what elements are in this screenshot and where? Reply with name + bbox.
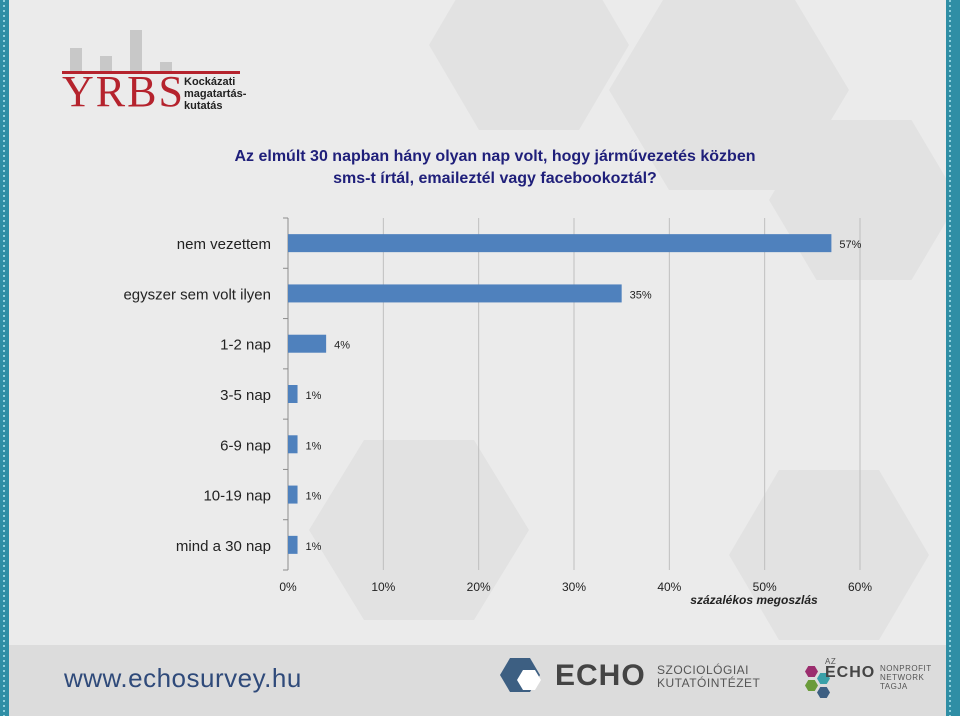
x-tick-label: 30% (562, 580, 586, 594)
network-subtitle-line: TAGJA (880, 682, 908, 691)
data-label: 4% (334, 340, 350, 352)
category-label: 3-5 nap (220, 387, 271, 404)
footer-band (9, 645, 946, 716)
echo-hexagon-inner-icon (517, 670, 541, 690)
data-label: 1% (306, 440, 322, 452)
logo-underline (62, 71, 240, 74)
network-hexagon-icon (817, 687, 830, 698)
data-label: 1% (306, 390, 322, 402)
logo-bar (130, 30, 142, 74)
right-frame-stripe (946, 0, 960, 716)
echo-subtitle-line: SZOCIOLÓGIAI (657, 663, 750, 677)
category-label: mind a 30 nap (176, 538, 271, 555)
data-label: 57% (839, 239, 861, 251)
chart-title-line: Az elmúlt 30 napban hány olyan nap volt,… (234, 148, 756, 165)
bar (288, 334, 327, 353)
logo-subtitle: Kockázati magatartás- kutatás (184, 76, 246, 112)
bar (288, 284, 622, 303)
network-subtitle-line: NETWORK (880, 673, 925, 682)
category-label: nem vezettem (177, 236, 271, 253)
x-tick-label: 60% (848, 580, 872, 594)
echo-wordmark: ECHO (555, 659, 646, 692)
x-tick-label: 0% (279, 580, 297, 594)
data-label: 1% (306, 541, 322, 553)
chart-title: Az elmúlt 30 napban hány olyan nap volt,… (170, 146, 820, 190)
network-hexagon-icon (805, 666, 818, 677)
logo-subtitle-line: Kockázati (184, 76, 236, 88)
bar (288, 535, 298, 554)
website-link[interactable]: www.echosurvey.hu (64, 663, 302, 693)
network-echo-wordmark: ECHO (825, 664, 876, 681)
x-tick-label: 20% (467, 580, 491, 594)
left-frame-stripe (0, 0, 9, 716)
logo-subtitle-line: magatartás- (184, 88, 247, 100)
logo-subtitle-line: kutatás (184, 100, 223, 112)
x-tick-label: 50% (753, 580, 777, 594)
network-prefix: AZ (825, 657, 837, 666)
bar (288, 435, 298, 454)
echo-subtitle: SZOCIOLÓGIAI KUTATÓINTÉZET (657, 664, 760, 690)
category-label: 6-9 nap (220, 437, 271, 454)
yrbs-logo: YRBS Kockázati magatartás- kutatás (62, 28, 262, 118)
bar-chart: nem vezettem 57% egyszer sem volt ilyen 35%… (123, 217, 872, 607)
data-label: 35% (630, 289, 652, 301)
bar (288, 485, 298, 504)
network-hexagon-icon (805, 680, 818, 691)
data-label: 1% (306, 491, 322, 503)
chart-title-line: sms-t írtál, emaileztél vagy facebookozt… (333, 170, 657, 187)
bar (288, 385, 298, 403)
category-label: egyszer sem volt ilyen (123, 286, 271, 303)
network-hexagon-icon (817, 673, 830, 684)
category-label: 10-19 nap (203, 488, 271, 505)
network-subtitle: NONPROFIT NETWORK TAGJA (880, 664, 932, 691)
x-tick-label: 10% (371, 580, 395, 594)
bar (288, 234, 832, 253)
x-tick-label: 40% (657, 580, 681, 594)
background-panel (9, 0, 946, 645)
logo-bar (70, 48, 82, 74)
logo-wordmark: YRBS (62, 67, 185, 116)
category-label: 1-2 nap (220, 337, 271, 354)
echo-subtitle-line: KUTATÓINTÉZET (657, 676, 761, 690)
x-axis-title: százalékos megoszlás (690, 593, 818, 607)
network-subtitle-line: NONPROFIT (880, 664, 932, 673)
logo-bar (100, 56, 112, 74)
